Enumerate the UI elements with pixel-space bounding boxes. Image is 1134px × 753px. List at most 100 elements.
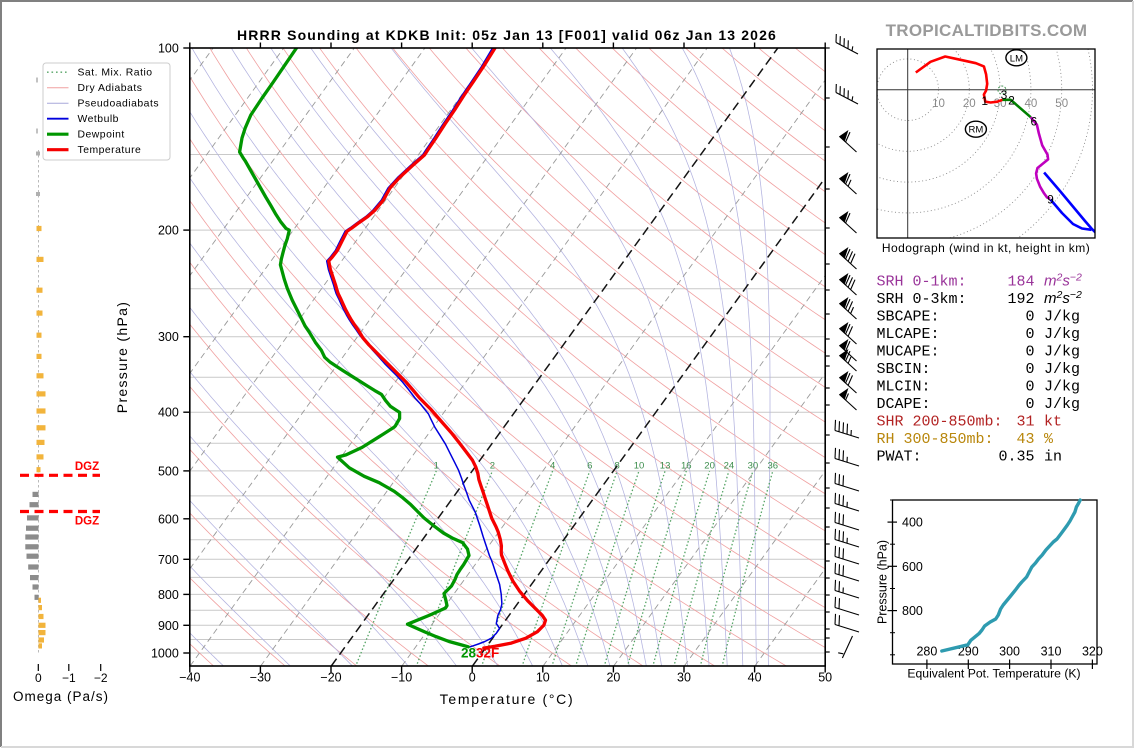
svg-text:50: 50 bbox=[1055, 98, 1068, 110]
svg-text:Sat. Mix. Ratio: Sat. Mix. Ratio bbox=[78, 68, 153, 79]
svg-text:20: 20 bbox=[606, 671, 620, 685]
svg-text:10: 10 bbox=[634, 461, 645, 472]
svg-text:6: 6 bbox=[587, 461, 592, 472]
svg-text:J/kg: J/kg bbox=[1044, 378, 1080, 395]
svg-text:600: 600 bbox=[902, 560, 923, 574]
svg-text:0: 0 bbox=[1025, 378, 1034, 395]
svg-text:0: 0 bbox=[1025, 361, 1034, 378]
svg-text:43: 43 bbox=[1016, 431, 1034, 448]
svg-text:280: 280 bbox=[916, 645, 937, 659]
svg-text:SRH 0-1km:: SRH 0-1km: bbox=[877, 273, 967, 290]
svg-text:Omega (Pa/s): Omega (Pa/s) bbox=[13, 689, 109, 704]
svg-text:30: 30 bbox=[748, 461, 759, 472]
svg-text:%: % bbox=[1044, 431, 1054, 448]
svg-text:40: 40 bbox=[1025, 98, 1038, 110]
svg-text:32F: 32F bbox=[476, 646, 499, 661]
svg-text:0: 0 bbox=[1025, 308, 1034, 325]
svg-text:kt: kt bbox=[1044, 413, 1062, 430]
svg-text:MLCIN:: MLCIN: bbox=[877, 378, 931, 395]
svg-text:DGZ: DGZ bbox=[75, 516, 99, 528]
svg-text:J/kg: J/kg bbox=[1044, 396, 1080, 413]
svg-text:TROPICALTIDBITS.COM: TROPICALTIDBITS.COM bbox=[886, 21, 1088, 40]
svg-text:Pressure (hPa): Pressure (hPa) bbox=[114, 301, 130, 413]
svg-text:192: 192 bbox=[1007, 291, 1034, 308]
svg-text:0: 0 bbox=[1025, 396, 1034, 413]
svg-text:36: 36 bbox=[768, 461, 779, 472]
svg-text:1: 1 bbox=[981, 94, 988, 108]
svg-text:1000: 1000 bbox=[151, 647, 179, 661]
svg-text:500: 500 bbox=[158, 464, 179, 478]
svg-text:0: 0 bbox=[1025, 343, 1034, 360]
svg-text:800: 800 bbox=[158, 588, 179, 602]
svg-text:13: 13 bbox=[660, 461, 671, 472]
svg-text:28: 28 bbox=[461, 646, 477, 661]
svg-text:50: 50 bbox=[818, 671, 832, 685]
svg-text:Temperature (°C): Temperature (°C) bbox=[440, 691, 575, 707]
svg-text:4: 4 bbox=[550, 461, 555, 472]
svg-text:0: 0 bbox=[1025, 326, 1034, 343]
svg-text:SHR 200-850mb:: SHR 200-850mb: bbox=[877, 413, 1003, 430]
svg-text:−1: −1 bbox=[62, 671, 76, 685]
svg-text:400: 400 bbox=[158, 406, 179, 420]
svg-text:J/kg: J/kg bbox=[1044, 308, 1080, 325]
svg-text:−2: −2 bbox=[94, 671, 108, 685]
svg-text:200: 200 bbox=[158, 224, 179, 238]
svg-text:100: 100 bbox=[158, 42, 179, 56]
svg-text:20: 20 bbox=[963, 98, 976, 110]
svg-text:31: 31 bbox=[1016, 413, 1034, 430]
svg-text:Wetbulb: Wetbulb bbox=[78, 114, 119, 125]
svg-text:Dry Adiabats: Dry Adiabats bbox=[78, 83, 143, 94]
svg-text:−20: −20 bbox=[320, 671, 341, 685]
svg-text:RM: RM bbox=[969, 125, 984, 136]
svg-text:40: 40 bbox=[748, 671, 762, 685]
svg-text:2: 2 bbox=[490, 461, 495, 472]
svg-text:MUCAPE:: MUCAPE: bbox=[877, 343, 940, 360]
svg-text:−10: −10 bbox=[391, 671, 412, 685]
svg-text:2: 2 bbox=[1008, 94, 1015, 108]
svg-text:0: 0 bbox=[35, 671, 42, 685]
svg-text:in: in bbox=[1044, 448, 1062, 465]
svg-text:9: 9 bbox=[1047, 193, 1054, 207]
svg-text:184: 184 bbox=[1007, 273, 1034, 290]
svg-text:SRH 0-3km:: SRH 0-3km: bbox=[877, 291, 967, 308]
svg-text:700: 700 bbox=[158, 553, 179, 567]
svg-text:320: 320 bbox=[1082, 645, 1103, 659]
svg-text:600: 600 bbox=[158, 512, 179, 526]
svg-text:900: 900 bbox=[158, 619, 179, 633]
svg-text:800: 800 bbox=[902, 604, 923, 618]
svg-text:DGZ: DGZ bbox=[75, 461, 99, 473]
svg-text:HRRR Sounding at KDKB Init: 05: HRRR Sounding at KDKB Init: 05z Jan 13 [… bbox=[237, 27, 777, 43]
svg-text:Equivalent Pot. Temperature (K: Equivalent Pot. Temperature (K) bbox=[907, 667, 1080, 681]
svg-text:3: 3 bbox=[1001, 88, 1008, 102]
svg-text:SBCIN:: SBCIN: bbox=[877, 361, 931, 378]
svg-text:6: 6 bbox=[1030, 115, 1037, 129]
svg-text:Dewpoint: Dewpoint bbox=[78, 130, 125, 141]
svg-text:LM: LM bbox=[1010, 53, 1023, 64]
svg-text:Temperature: Temperature bbox=[78, 145, 142, 156]
svg-text:Pseudoadiabats: Pseudoadiabats bbox=[78, 99, 160, 110]
svg-text:0: 0 bbox=[469, 671, 476, 685]
svg-text:Hodograph (wind in kt, height: Hodograph (wind in kt, height in km) bbox=[882, 241, 1090, 255]
svg-text:300: 300 bbox=[999, 645, 1020, 659]
svg-text:PWAT:: PWAT: bbox=[877, 448, 922, 465]
svg-text:24: 24 bbox=[724, 461, 735, 472]
svg-text:−30: −30 bbox=[250, 671, 271, 685]
svg-text:RH 300-850mb:: RH 300-850mb: bbox=[877, 431, 994, 448]
svg-text:DCAPE:: DCAPE: bbox=[877, 396, 931, 413]
svg-text:J/kg: J/kg bbox=[1044, 361, 1080, 378]
svg-text:−40: −40 bbox=[179, 671, 200, 685]
svg-text:1: 1 bbox=[434, 461, 439, 472]
svg-text:310: 310 bbox=[1041, 645, 1062, 659]
svg-text:300: 300 bbox=[158, 330, 179, 344]
svg-text:Pressure (hPa): Pressure (hPa) bbox=[876, 540, 890, 624]
svg-text:J/kg: J/kg bbox=[1044, 343, 1080, 360]
svg-text:MLCAPE:: MLCAPE: bbox=[877, 326, 940, 343]
svg-text:400: 400 bbox=[902, 516, 923, 530]
svg-text:10: 10 bbox=[932, 98, 945, 110]
svg-text:30: 30 bbox=[677, 671, 691, 685]
svg-text:20: 20 bbox=[704, 461, 715, 472]
svg-text:SBCAPE:: SBCAPE: bbox=[877, 308, 940, 325]
svg-text:10: 10 bbox=[536, 671, 550, 685]
svg-text:0.35: 0.35 bbox=[998, 448, 1034, 465]
svg-text:J/kg: J/kg bbox=[1044, 326, 1080, 343]
